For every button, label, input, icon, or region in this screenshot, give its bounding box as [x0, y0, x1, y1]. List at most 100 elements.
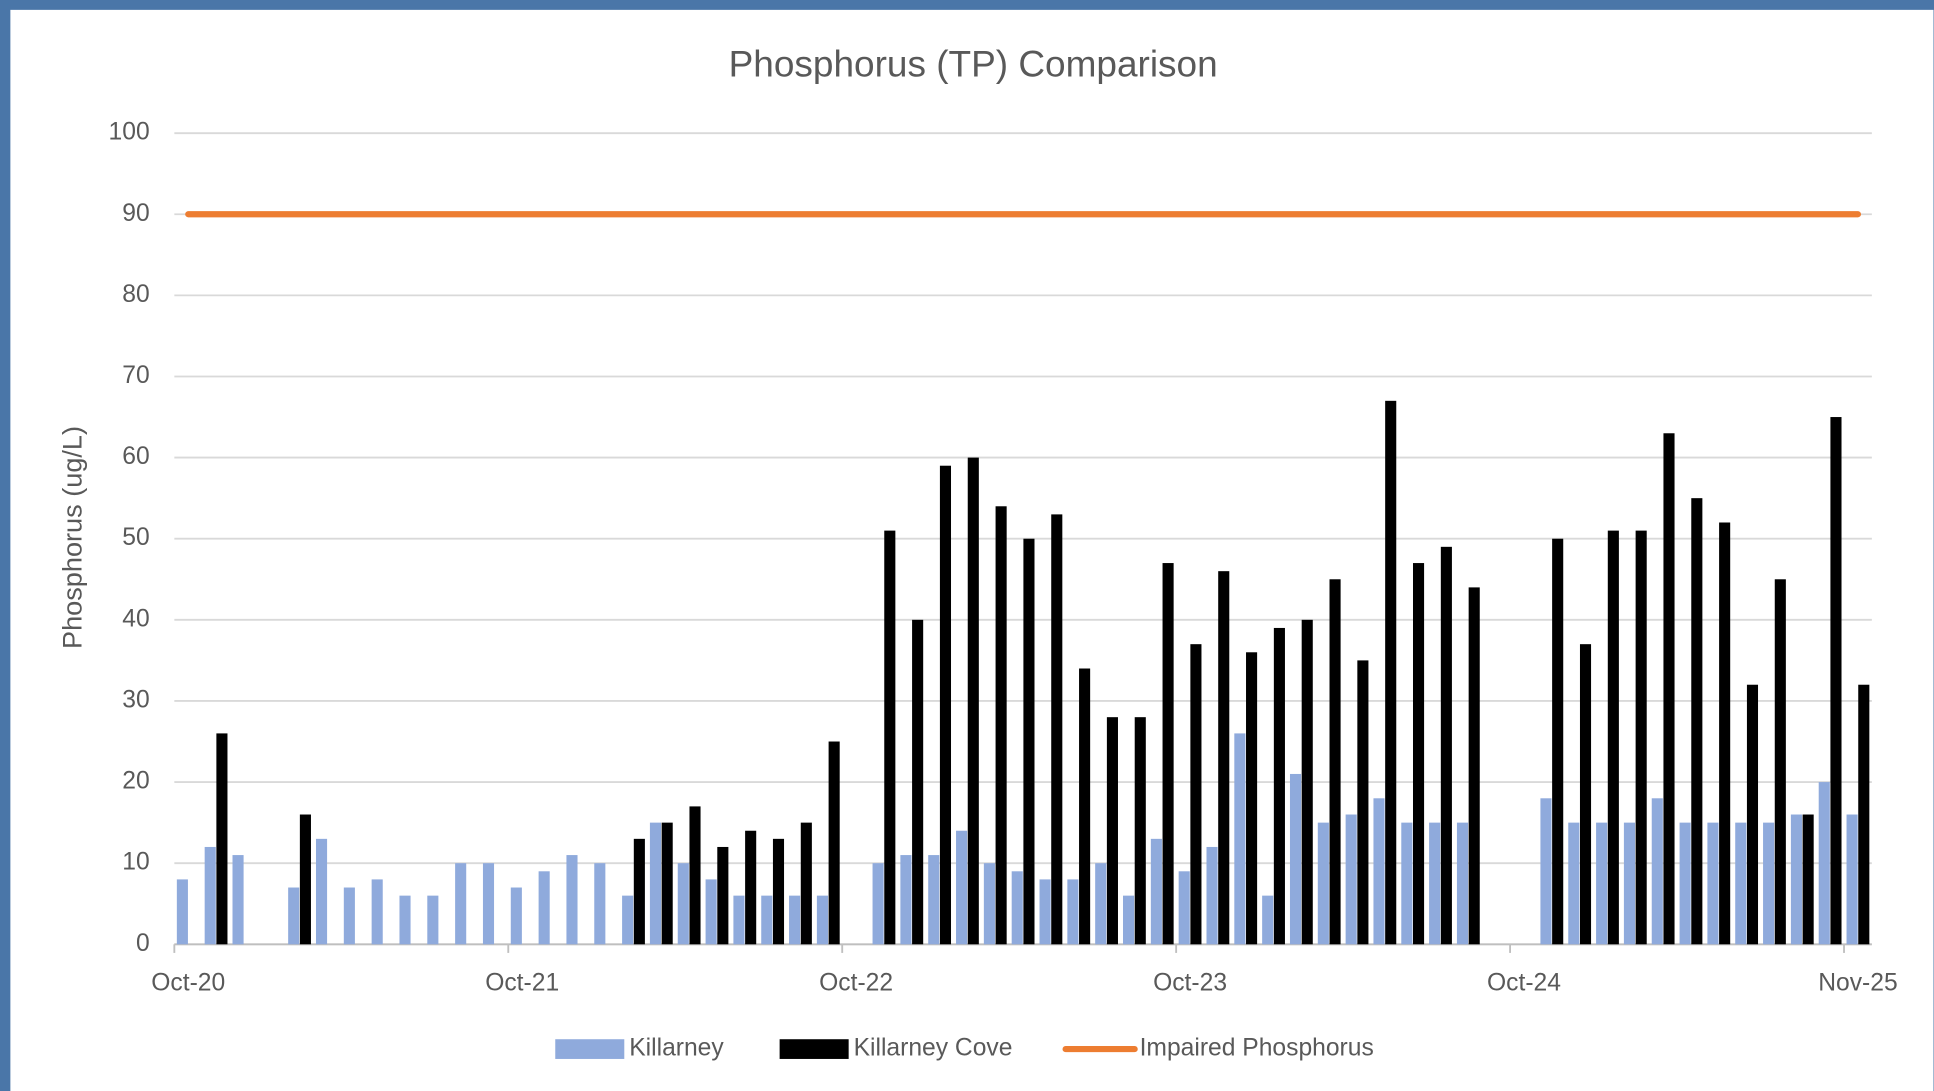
bar	[1079, 669, 1090, 945]
bar	[1803, 815, 1814, 945]
bar	[873, 863, 884, 944]
bar	[566, 855, 577, 944]
legend-label: Killarney	[629, 1035, 724, 1062]
bar	[1330, 579, 1341, 944]
bar	[1234, 733, 1245, 944]
bar	[1290, 774, 1301, 944]
bar	[1747, 685, 1758, 945]
bar	[789, 896, 800, 945]
bar	[634, 839, 645, 944]
bar	[817, 896, 828, 945]
bar	[968, 458, 979, 945]
bar	[1401, 823, 1412, 945]
y-tick-label: 10	[122, 849, 149, 876]
bar	[733, 896, 744, 945]
bar	[300, 815, 311, 945]
bar	[1179, 871, 1190, 944]
legend-label: Killarney Cove	[854, 1035, 1013, 1062]
bar	[678, 863, 689, 944]
bar	[483, 863, 494, 944]
bar	[1218, 571, 1229, 944]
bar	[689, 806, 700, 944]
bar	[1012, 871, 1023, 944]
bar	[940, 466, 951, 945]
bar	[1302, 620, 1313, 944]
bar	[1763, 823, 1774, 945]
bar	[1441, 547, 1452, 944]
bar	[1608, 531, 1619, 945]
bar	[1023, 539, 1034, 945]
bar	[773, 839, 784, 944]
bar	[1318, 823, 1329, 945]
bar	[1457, 823, 1468, 945]
bar	[511, 888, 522, 945]
x-tick-label: Oct-22	[819, 969, 893, 996]
chart: Phosphorus (TP) Comparison Phosphorus (u…	[0, 0, 1934, 1091]
bar	[372, 879, 383, 944]
x-tick-label: Oct-21	[485, 969, 559, 996]
x-tick-label: Oct-20	[151, 969, 225, 996]
y-tick-label: 40	[122, 605, 149, 632]
bar	[1413, 563, 1424, 944]
bar	[996, 506, 1007, 944]
y-tick-label: 80	[122, 281, 149, 308]
bar	[1385, 401, 1396, 944]
bar	[1274, 628, 1285, 944]
bar	[1691, 498, 1702, 944]
bar	[455, 863, 466, 944]
bar	[1163, 563, 1174, 944]
bar	[1596, 823, 1607, 945]
bar	[801, 823, 812, 945]
bar	[1624, 823, 1635, 945]
bar	[1707, 823, 1718, 945]
bar	[1663, 433, 1674, 944]
bar	[316, 839, 327, 944]
bar	[344, 888, 355, 945]
bar	[622, 896, 633, 945]
bar	[1636, 531, 1647, 945]
x-tick-label: Oct-23	[1153, 969, 1227, 996]
bar	[829, 742, 840, 945]
bar	[1373, 798, 1384, 944]
bar	[662, 823, 673, 945]
bar	[1040, 879, 1051, 944]
bar	[1246, 652, 1257, 944]
bar	[216, 733, 227, 944]
bar	[1847, 815, 1858, 945]
y-tick-label: 0	[136, 930, 150, 957]
bar	[232, 855, 243, 944]
bar	[399, 896, 410, 945]
x-tick-label: Nov-25	[1818, 969, 1897, 996]
page: {"chart_data": {"type": "bar", "title": …	[0, 0, 1934, 1091]
bar	[1719, 522, 1730, 944]
bar	[884, 531, 895, 945]
bar	[1357, 660, 1368, 944]
bar	[1735, 823, 1746, 945]
y-axis-title: Phosphorus (ug/L)	[57, 426, 88, 649]
bar	[1346, 815, 1357, 945]
bar	[1135, 717, 1146, 944]
bar	[1107, 717, 1118, 944]
y-tick-label: 50	[122, 524, 149, 551]
legend-marker	[555, 1039, 624, 1059]
bar	[1791, 815, 1802, 945]
bar	[1775, 579, 1786, 944]
bar	[912, 620, 923, 944]
legend-label: Impaired Phosphorus	[1140, 1035, 1374, 1062]
bar	[1262, 896, 1273, 945]
bar	[177, 879, 188, 944]
bar	[205, 847, 216, 944]
bar	[1067, 879, 1078, 944]
bar	[717, 847, 728, 944]
bar	[1469, 587, 1480, 944]
bar	[1680, 823, 1691, 945]
bar	[1151, 839, 1162, 944]
bar	[984, 863, 995, 944]
bar	[427, 896, 438, 945]
bar	[650, 823, 661, 945]
bar	[1858, 685, 1869, 945]
y-tick-label: 20	[122, 768, 149, 795]
y-tick-label: 100	[109, 119, 150, 146]
y-tick-label: 60	[122, 443, 149, 470]
bar	[288, 888, 299, 945]
